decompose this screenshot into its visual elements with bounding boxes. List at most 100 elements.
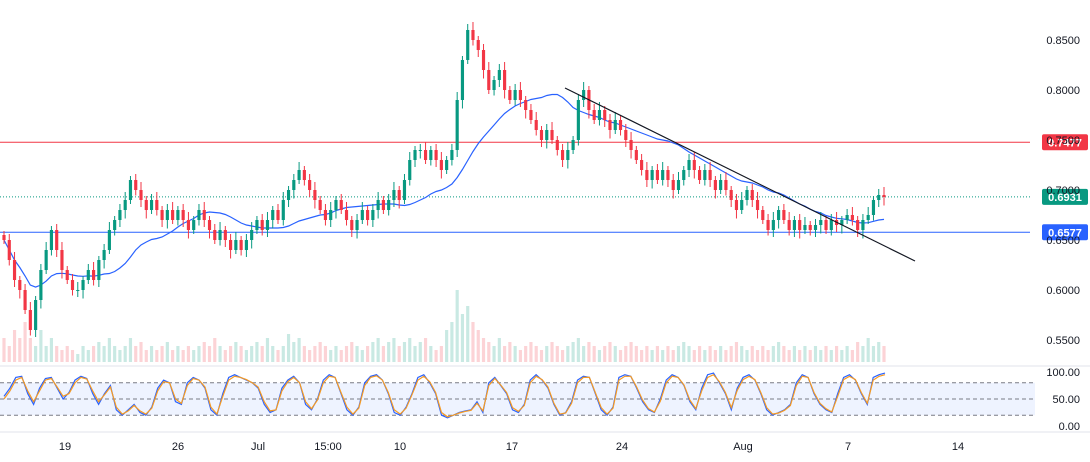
candle-body — [740, 200, 744, 210]
candle-body — [318, 200, 322, 210]
candle-body — [118, 210, 122, 220]
volume-bar — [339, 350, 343, 362]
candle-body — [350, 220, 354, 230]
volume-bar — [318, 342, 322, 362]
candle-body — [255, 220, 259, 230]
volume-bar — [176, 346, 180, 362]
candle-body — [850, 215, 854, 220]
candle-body — [650, 170, 654, 180]
candle-body — [508, 90, 512, 100]
volume-bar — [39, 330, 43, 362]
volume-bar — [534, 346, 538, 362]
candle-body — [329, 210, 333, 220]
volume-bar — [397, 346, 401, 362]
last-price-tag — [1042, 188, 1088, 205]
candle-body — [139, 190, 143, 200]
candle-body — [171, 210, 175, 220]
volume-bar — [350, 342, 354, 362]
volume-bar — [508, 342, 512, 362]
candle-body — [713, 180, 717, 190]
volume-bar — [629, 342, 633, 362]
time-tick-label: 14 — [952, 441, 964, 453]
candle-body — [682, 170, 686, 180]
candle-layer — [2, 22, 886, 337]
volume-bar — [292, 342, 296, 362]
candle-body — [186, 220, 191, 230]
candle-body — [34, 300, 38, 330]
price-tick-label: 0.5500 — [1046, 335, 1080, 347]
candle-body — [471, 30, 475, 40]
volume-bar — [824, 346, 828, 362]
candle-body — [787, 220, 791, 230]
volume-bar — [202, 342, 206, 362]
volume-bar — [518, 350, 522, 362]
candle-body — [286, 190, 291, 200]
candle-body — [676, 180, 681, 190]
volume-bar — [471, 322, 475, 362]
candle-body — [392, 190, 396, 200]
candle-body — [466, 30, 470, 60]
candle-body — [624, 130, 628, 140]
candle-body — [592, 110, 596, 120]
candle-body — [339, 200, 343, 210]
volume-bar — [181, 350, 185, 362]
volume-bar — [192, 350, 196, 362]
candle-body — [455, 100, 459, 150]
volume-bar — [271, 346, 275, 362]
volume-bar — [787, 350, 791, 362]
candle-body — [418, 150, 422, 151]
candle-body — [387, 200, 391, 210]
candle-body — [750, 190, 754, 200]
volume-bar — [139, 342, 143, 362]
candle-body — [603, 110, 607, 120]
volume-bar — [497, 338, 501, 362]
candle-body — [28, 310, 32, 330]
volume-bar — [582, 346, 586, 362]
time-tick-label: Aug — [733, 441, 753, 453]
volume-bar — [687, 346, 691, 362]
candle-body — [761, 210, 765, 220]
volume-bar — [682, 342, 686, 362]
volume-bar — [866, 338, 870, 362]
volume-bar — [661, 350, 665, 362]
volume-bar — [856, 342, 860, 362]
volume-bar — [23, 322, 27, 362]
candle-body — [7, 240, 11, 260]
candle-body — [302, 170, 306, 180]
trendline[interactable] — [564, 87, 916, 262]
candle-body — [134, 180, 138, 190]
candle-body — [55, 230, 59, 250]
price-tick-label: 0.7500 — [1046, 135, 1080, 147]
volume-bar — [118, 350, 122, 362]
volume-bar — [708, 346, 712, 362]
candle-body — [128, 180, 133, 200]
volume-bar — [492, 346, 496, 362]
moving-average-line — [3, 93, 885, 288]
volume-bar — [308, 350, 312, 362]
volume-bar — [323, 346, 328, 362]
candle-body — [629, 140, 633, 150]
candle-body — [582, 90, 586, 100]
volume-bar — [613, 346, 617, 362]
volume-bar — [603, 346, 607, 362]
candle-body — [724, 180, 728, 190]
candle-body — [829, 220, 833, 230]
volume-bar — [819, 350, 823, 362]
level-label: 0.7477 — [1048, 137, 1082, 149]
volume-bar — [223, 350, 227, 362]
candle-body — [234, 240, 238, 250]
volume-bar — [487, 342, 491, 362]
candle-body — [376, 200, 380, 210]
volume-bar — [155, 350, 159, 362]
candle-body — [703, 170, 707, 180]
candle-body — [366, 210, 370, 220]
volume-bar — [234, 342, 238, 362]
candle-body — [344, 210, 349, 220]
candle-body — [181, 210, 185, 220]
candle-body — [2, 235, 6, 240]
volume-bar — [65, 346, 69, 362]
time-tick-label: 26 — [172, 441, 184, 453]
trendline-layer[interactable] — [564, 87, 916, 262]
